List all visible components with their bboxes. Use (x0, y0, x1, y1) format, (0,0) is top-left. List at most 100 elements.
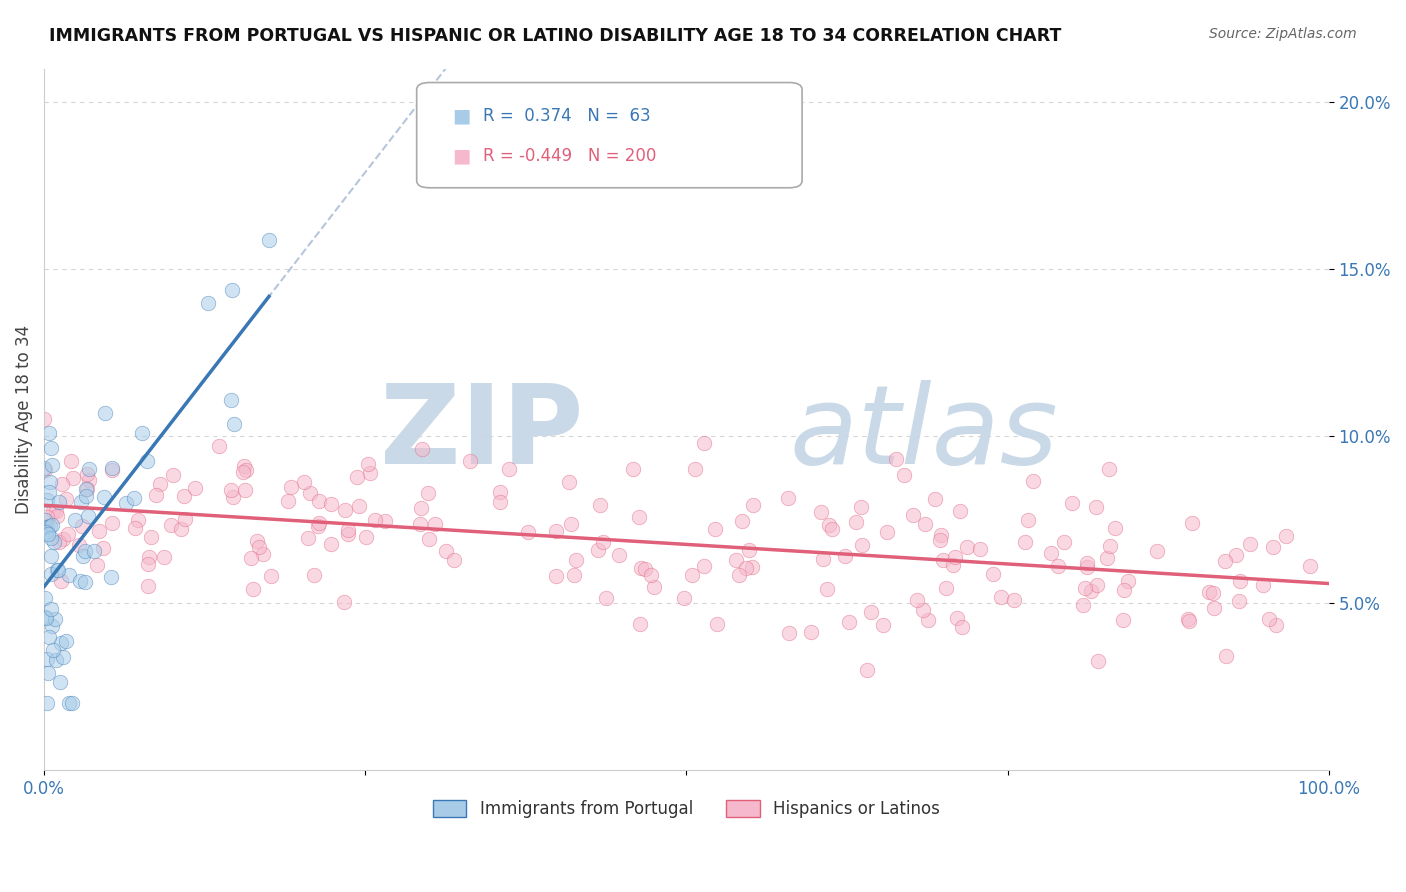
Point (1239, 536, 1261, 550)
Point (544, 569, 567, 583)
Point (1074, 581, 1097, 595)
Point (42, 504, 65, 518)
Point (75, 575, 97, 590)
Point (51, 477, 73, 491)
Point (932, 553, 955, 567)
Point (41, 517, 63, 532)
Point (60, 696, 83, 710)
Point (276, 493, 298, 508)
Point (39, 519, 62, 533)
Point (950, 620, 973, 634)
Point (1076, 556, 1098, 570)
Point (562, 568, 585, 582)
Point (738, 543, 761, 558)
Point (280, 480, 302, 494)
Point (1022, 474, 1045, 488)
Point (39, 567, 62, 582)
Point (297, 532, 319, 546)
Point (1098, 462, 1121, 476)
Point (855, 663, 877, 677)
Point (52, 650, 75, 665)
Point (1076, 559, 1098, 574)
Point (981, 566, 1004, 581)
Point (308, 516, 330, 530)
Point (1080, 584, 1102, 599)
Point (1299, 558, 1322, 573)
Point (45, 503, 67, 517)
Point (77, 474, 100, 488)
Point (136, 453, 159, 467)
Point (76, 467, 98, 482)
Point (434, 544, 457, 558)
Point (1181, 516, 1204, 531)
Point (45, 653, 67, 667)
Point (124, 520, 146, 534)
Point (640, 567, 662, 582)
Point (517, 524, 540, 539)
Point (197, 296, 219, 310)
Point (443, 552, 465, 566)
FancyBboxPatch shape (416, 83, 801, 188)
Text: ■: ■ (453, 146, 471, 166)
Point (35, 610, 58, 624)
Point (333, 503, 356, 517)
Point (1039, 546, 1062, 560)
Point (75, 482, 97, 496)
Point (48, 534, 70, 549)
Point (49, 636, 72, 650)
Point (1215, 648, 1237, 663)
Point (35, 493, 58, 508)
Point (39, 602, 62, 616)
Point (242, 582, 264, 597)
Text: ■: ■ (453, 107, 471, 126)
Point (929, 528, 952, 542)
Point (1014, 535, 1036, 549)
Point (122, 491, 145, 505)
Point (810, 504, 832, 518)
Text: ZIP: ZIP (380, 380, 583, 487)
Point (86, 558, 108, 572)
Point (1111, 613, 1133, 627)
Point (77, 462, 100, 476)
Point (93, 541, 115, 555)
Point (859, 605, 882, 619)
Point (136, 579, 159, 593)
Point (1202, 600, 1225, 615)
Point (34, 513, 56, 527)
Point (893, 467, 915, 482)
Point (914, 516, 936, 531)
Text: R =  0.374   N =  63: R = 0.374 N = 63 (484, 107, 651, 125)
Point (333, 595, 356, 609)
Point (221, 284, 243, 298)
Point (488, 495, 510, 509)
Point (219, 483, 242, 497)
Point (1264, 618, 1286, 632)
Point (48, 674, 70, 689)
Point (58, 567, 80, 582)
Point (252, 548, 274, 562)
Point (693, 558, 716, 573)
Point (912, 603, 935, 617)
Point (55, 492, 77, 507)
Point (949, 504, 972, 518)
Point (184, 481, 207, 495)
Point (838, 615, 860, 630)
Point (945, 611, 967, 625)
Point (38, 426, 60, 441)
Point (173, 489, 195, 503)
Point (1229, 574, 1251, 589)
Point (356, 457, 378, 471)
Point (34, 460, 56, 475)
Point (247, 541, 270, 555)
Point (240, 551, 263, 566)
Point (990, 591, 1012, 605)
Point (83, 543, 105, 558)
Point (1116, 574, 1139, 589)
Point (224, 417, 246, 431)
Point (37, 526, 59, 541)
Point (59, 454, 82, 468)
Point (73, 543, 96, 558)
Point (924, 491, 946, 506)
Point (35, 520, 58, 534)
Point (63, 513, 86, 527)
